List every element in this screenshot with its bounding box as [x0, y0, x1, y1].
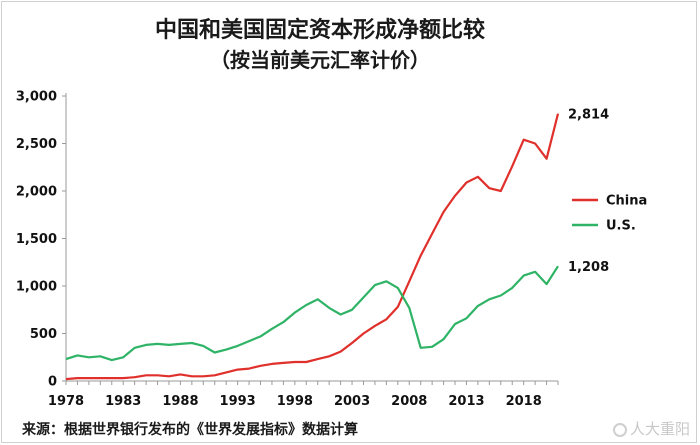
- watermark: 人大重阳: [612, 418, 690, 439]
- y-tick-label: 0: [48, 375, 57, 390]
- x-tick-label: 2013: [448, 394, 484, 409]
- legend-label: U.S.: [606, 219, 636, 234]
- series-line-us: [65, 265, 559, 362]
- y-tick-label: 500: [30, 327, 57, 342]
- chart-subtitle: （按当前美元汇率计价）: [210, 48, 430, 72]
- weibo-icon: [612, 423, 627, 437]
- chart-title: 中国和美国固定资本形成净额比较: [154, 17, 485, 43]
- x-tick-label: 2003: [334, 394, 370, 409]
- end-value-label: 1,208: [568, 260, 609, 275]
- legend-label: China: [606, 194, 647, 209]
- y-tick-label: 3,000: [16, 90, 57, 105]
- watermark-text: 人大重阳: [629, 420, 690, 438]
- x-tick-label: 2018: [506, 394, 542, 409]
- end-value-label: 2,814: [568, 108, 609, 123]
- x-tick-label: 1993: [220, 394, 256, 409]
- y-tick-label: 2,500: [16, 137, 57, 152]
- x-tick-label: 1998: [277, 394, 313, 409]
- x-tick-label: 2008: [391, 394, 427, 409]
- y-tick-label: 1,000: [16, 280, 57, 295]
- source-note: 来源：根据世界银行发布的《世界发展指标》数据计算: [22, 422, 358, 438]
- y-tick-label: 2,000: [16, 185, 57, 200]
- x-tick-label: 1978: [48, 394, 84, 409]
- x-tick-label: 1983: [105, 394, 141, 409]
- y-tick-label: 1,500: [16, 232, 57, 247]
- series-line-china: [65, 113, 560, 381]
- x-tick-label: 1988: [162, 394, 198, 409]
